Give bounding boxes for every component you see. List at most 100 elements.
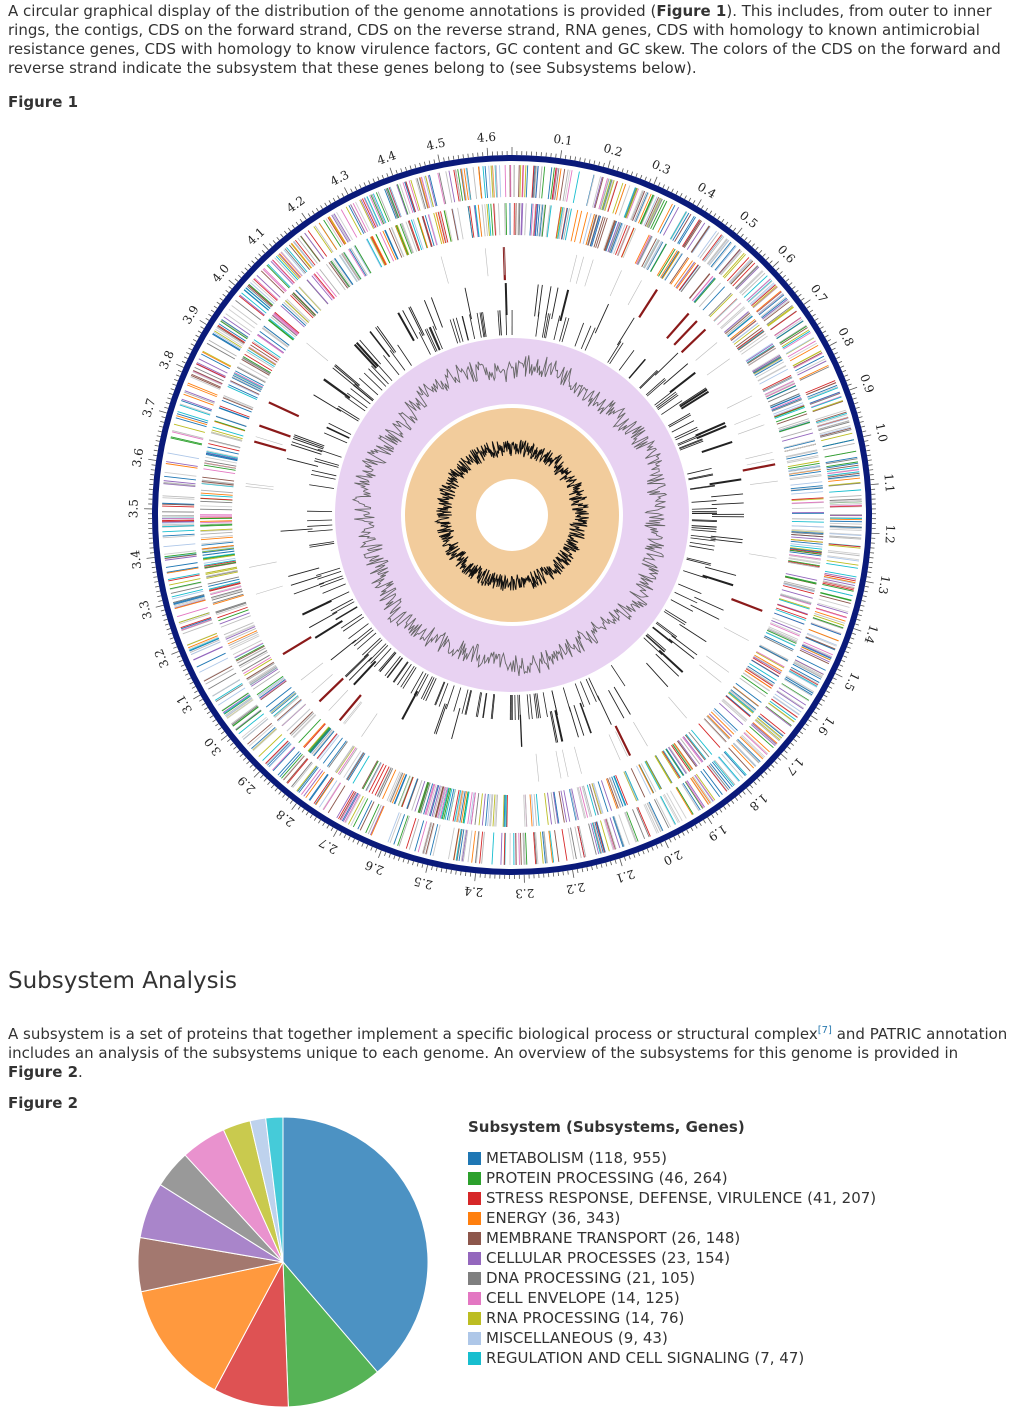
cds-reverse-mark [203,557,236,564]
legend-item[interactable]: METABOLISM (118, 955) [468,1148,876,1168]
cds-forward-mark [774,693,802,713]
legend-item[interactable]: MISCELLANEOUS (9, 43) [468,1328,876,1348]
virulence-mark [402,667,417,689]
legend-item[interactable]: PROTEIN PROCESSING (46, 264) [468,1168,876,1188]
cds-forward-mark [187,633,218,646]
cds-forward-mark [789,670,818,687]
cds-forward-mark [825,456,858,464]
scale-tick [812,313,816,317]
cds-forward-mark [398,815,410,847]
legend-item[interactable]: REGULATION AND CELL SIGNALING (7, 47) [468,1348,876,1368]
scale-tick [199,698,203,702]
cds-forward-mark [547,167,553,200]
cds-forward-mark [781,329,810,348]
cds-forward-mark [222,694,250,713]
cds-forward-mark [728,747,751,772]
amr-mark [335,364,360,386]
cds-reverse-mark [250,344,278,363]
virulence-mark [318,575,343,585]
cds-reverse-mark [563,790,571,822]
pie-slice-0[interactable] [282,1116,429,1373]
cds-reverse-mark [313,274,335,300]
scale-tick [311,210,315,215]
cds-forward-mark [695,773,716,801]
cds-forward-mark [761,297,787,319]
cds-reverse-mark [202,547,235,553]
cds-forward-mark [626,188,639,219]
virulence-mark [479,312,485,338]
cds-forward-mark [549,830,555,863]
virulence-mark [518,694,521,720]
rna-mark [734,413,761,425]
cds-forward-mark [345,794,362,824]
cds-forward-mark [429,174,438,207]
legend-swatch [468,1291,481,1305]
virulence-mark [475,692,481,717]
scale-tick [447,156,450,161]
legend-item[interactable]: DNA PROCESSING (21, 105) [468,1268,876,1288]
cds-reverse-mark [382,230,397,261]
amr-mark [671,635,698,656]
scale-tick [210,309,215,313]
pie-slice-10[interactable] [265,1116,284,1263]
cds-forward-mark [365,803,380,834]
cds-forward-mark [666,792,683,822]
legend-item[interactable]: CELL ENVELOPE (14, 125) [468,1288,876,1308]
scale-tick [621,168,624,173]
legend-item[interactable]: MEMBRANE TRANSPORT (26, 148) [468,1228,876,1248]
cds-forward-mark [818,598,850,608]
virulence-mark [452,318,461,343]
legend-item[interactable]: RNA PROCESSING (14, 76) [468,1308,876,1328]
citation-link[interactable]: [7] [817,1025,832,1036]
cds-reverse-mark [241,358,270,376]
pie-slice-3[interactable] [140,1261,284,1391]
scale-tick [161,416,166,419]
amr-mark [537,284,543,317]
cds-forward-mark [388,187,401,218]
virulence-mark [344,396,366,412]
cds-reverse-mark [737,330,765,350]
cds-reverse-mark [435,786,444,818]
legend-item[interactable]: CELLULAR PROCESSES (23, 154) [468,1248,876,1268]
legend-swatch [468,1231,481,1245]
cds-forward-mark [223,695,251,715]
cds-reverse-mark [764,381,795,396]
amr-mark [401,690,419,720]
cds-reverse-mark [433,212,443,245]
amr-mark [710,535,743,540]
cds-forward-mark [313,226,333,254]
cds-reverse-mark [212,593,244,604]
cds-reverse-mark [703,718,727,743]
virulence-mark [679,440,704,451]
scale-tick [423,161,426,166]
cds-reverse-mark [569,788,578,821]
cds-reverse-mark [229,381,260,396]
cds-reverse-mark [405,221,418,252]
scale-tick [166,628,171,631]
cds-reverse-mark [200,489,233,494]
cds-reverse-mark [534,204,539,237]
cds-forward-mark [814,613,845,624]
cds-reverse-mark [624,771,638,801]
cds-forward-mark [827,556,860,562]
cds-reverse-mark [258,677,285,698]
pie-slice-1[interactable] [282,1260,379,1408]
scale-tick [655,844,659,849]
cds-reverse-mark [232,374,262,391]
cds-forward-mark [290,243,312,269]
amr-mark [679,388,708,408]
cds-forward-mark [639,194,654,225]
cds-forward-mark [776,320,804,339]
legend-item[interactable]: ENERGY (36, 343) [468,1208,876,1228]
legend-label: STRESS RESPONSE, DEFENSE, VIRULENCE (41,… [486,1189,877,1207]
scale-tick [216,301,221,305]
cds-forward-mark [543,831,548,864]
legend-item[interactable]: STRESS RESPONSE, DEFENSE, VIRULENCE (41,… [468,1188,876,1208]
cds-reverse-mark [410,219,423,251]
cds-forward-mark [572,171,580,204]
scale-tick [260,774,264,779]
scale-tick [460,871,462,876]
cds-forward-mark [648,801,664,831]
cds-forward-mark [228,308,255,329]
cds-reverse-mark [675,261,696,289]
